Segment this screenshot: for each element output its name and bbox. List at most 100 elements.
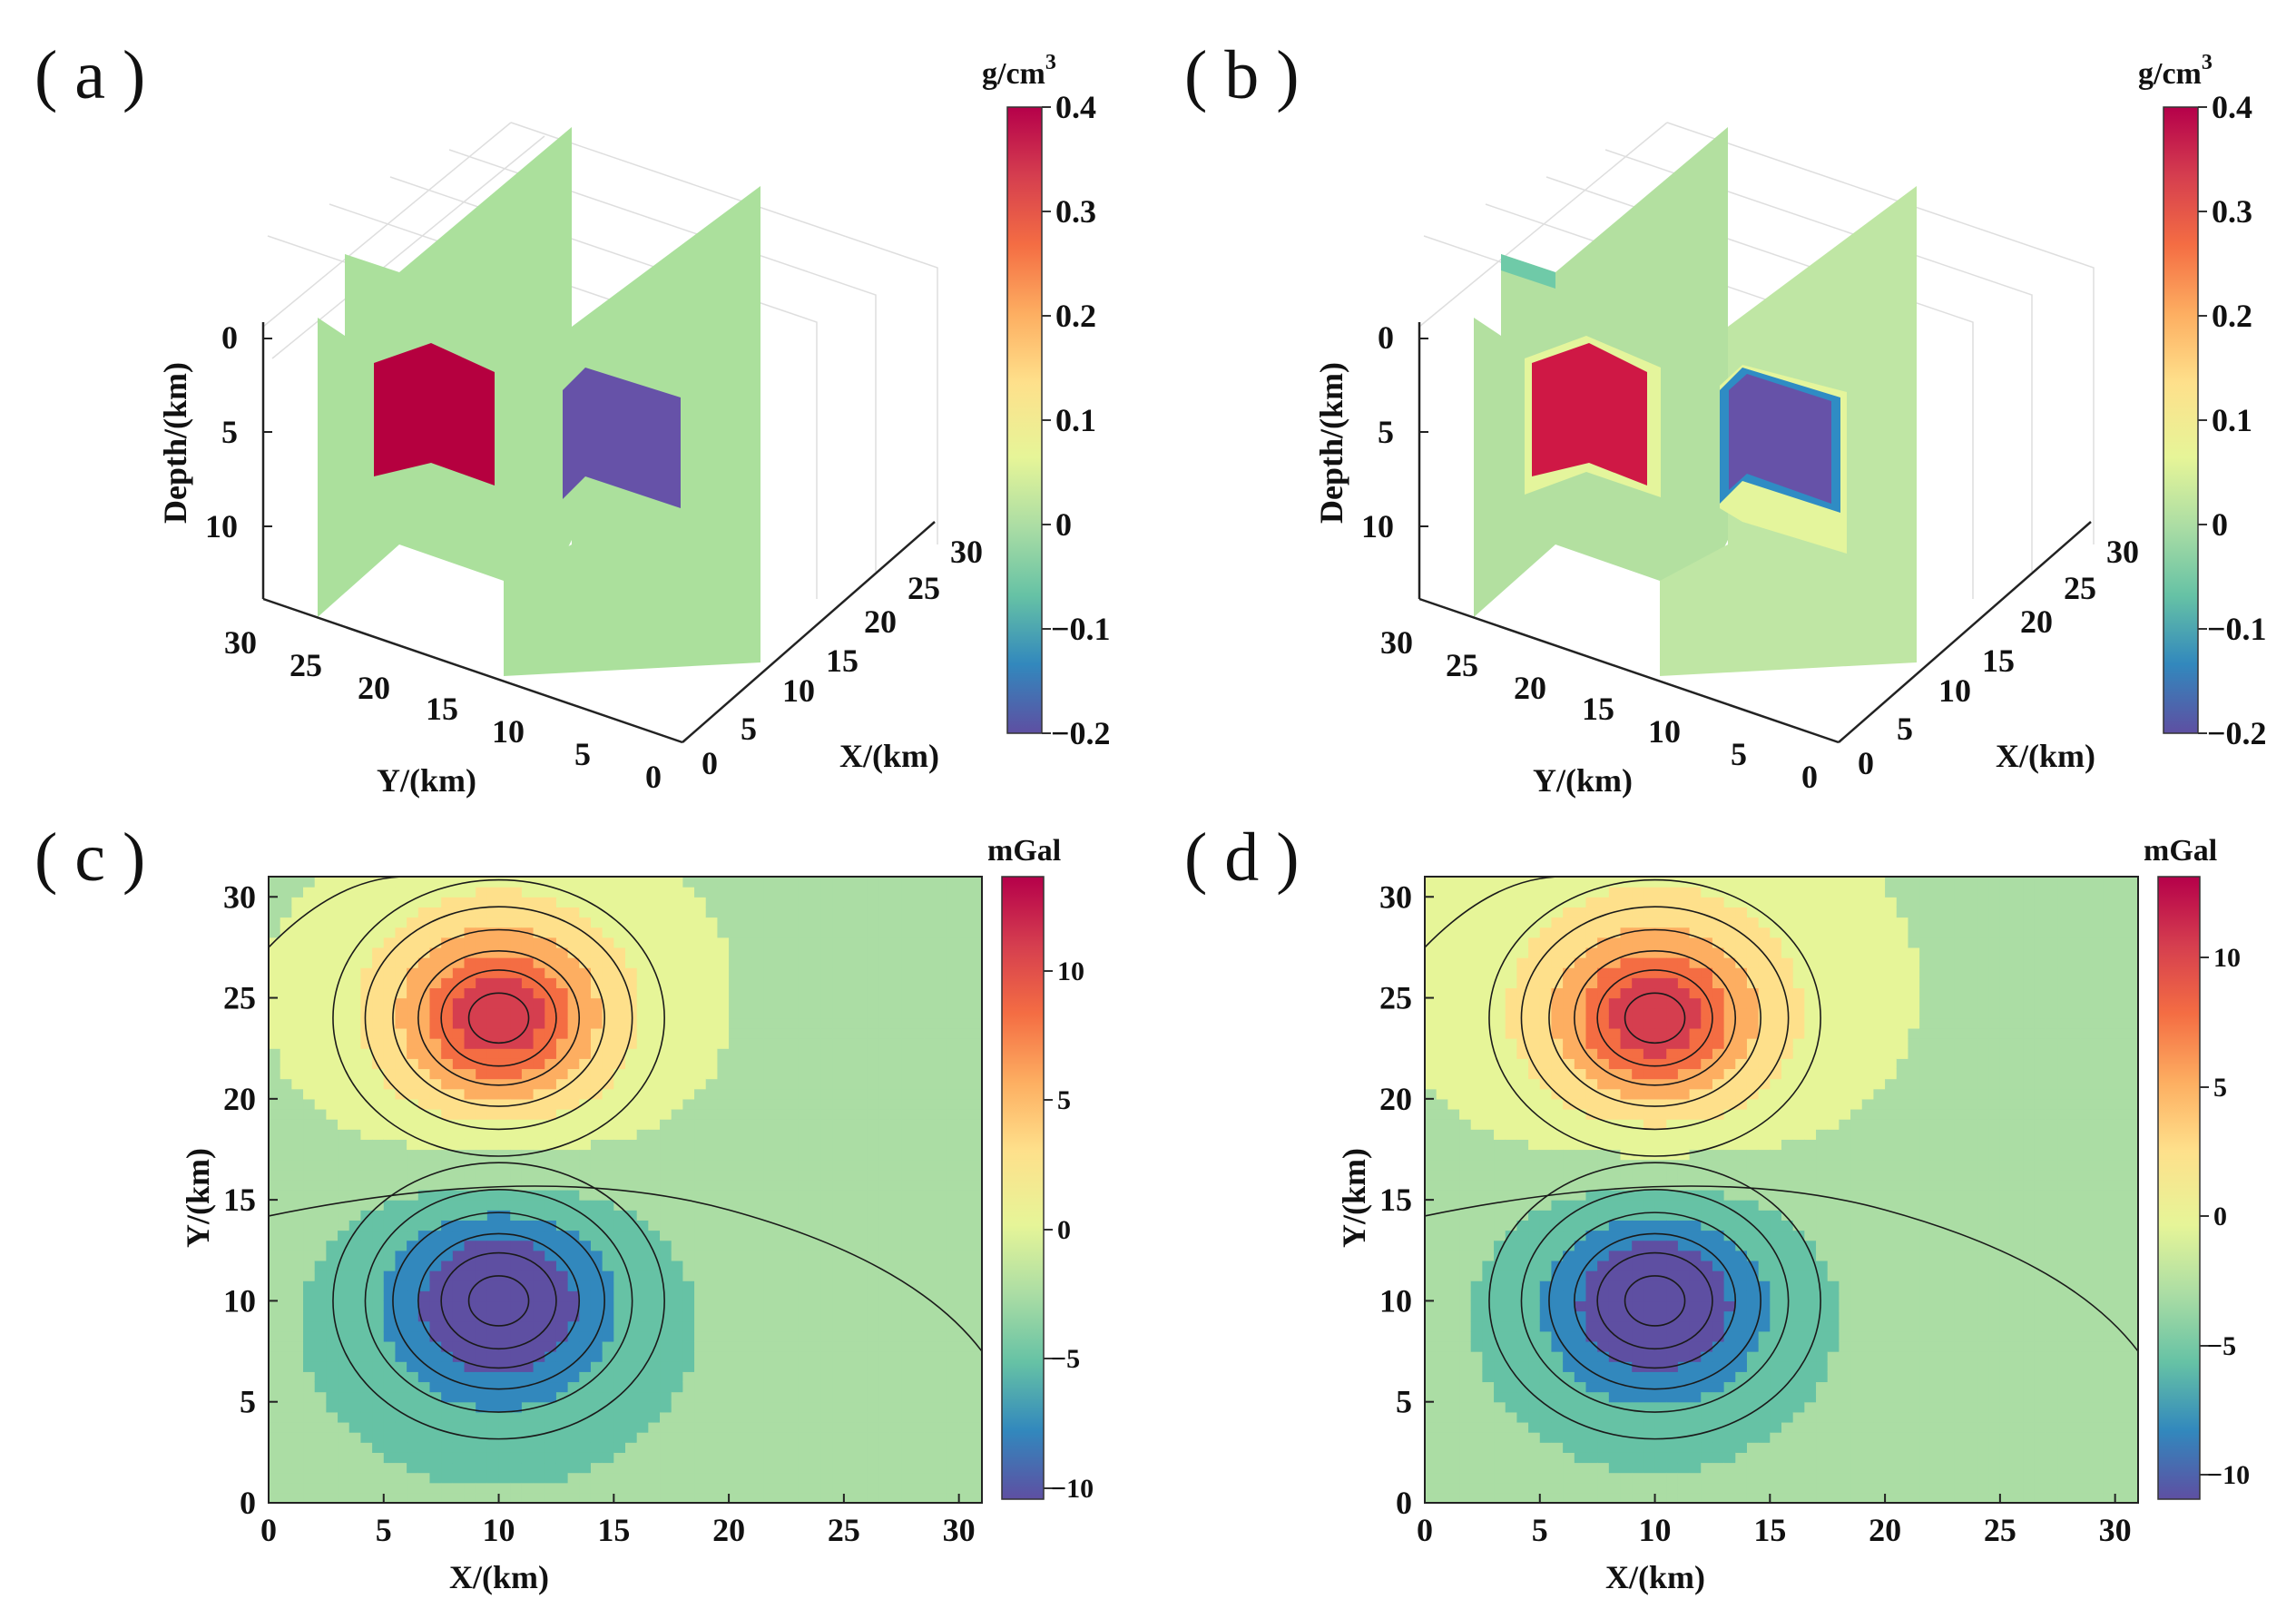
contour-cell	[1551, 1058, 1564, 1070]
contour-cell	[395, 1179, 407, 1191]
contour-cell	[417, 1179, 431, 1191]
contour-cell	[338, 1007, 350, 1019]
contour-cell	[1563, 1280, 1575, 1291]
contour-cell	[280, 907, 292, 918]
contour-cell	[1585, 1260, 1598, 1271]
contour-cell	[269, 1119, 281, 1130]
contour-cell	[602, 1169, 614, 1181]
contour-cell	[521, 1088, 535, 1100]
contour-cell	[1528, 1340, 1541, 1352]
contour-cell	[555, 1290, 569, 1302]
contour-cell	[682, 1027, 695, 1039]
contour-cell	[1516, 1220, 1529, 1231]
contour-cell	[786, 1381, 799, 1393]
contour-cell	[694, 1190, 707, 1201]
contour-cell	[1528, 1058, 1541, 1070]
contour-cell	[660, 1260, 672, 1271]
panel-b-z-tick-2: 10	[1361, 508, 1394, 544]
contour-cell	[1608, 1462, 1622, 1474]
contour-cell	[855, 1320, 868, 1332]
contour-cell	[417, 1452, 431, 1464]
contour-cell	[429, 1250, 442, 1261]
contour-cell	[613, 1169, 626, 1181]
contour-cell	[383, 957, 397, 968]
contour-cell	[648, 1058, 661, 1070]
contour-cell	[360, 1340, 373, 1352]
contour-cell	[280, 1421, 292, 1433]
contour-cell	[429, 887, 442, 898]
contour-cell	[878, 1391, 891, 1403]
contour-cell	[912, 1361, 926, 1372]
contour-cell	[820, 1290, 833, 1302]
contour-cell	[407, 1482, 419, 1494]
contour-cell	[579, 1250, 592, 1261]
contour-cell	[372, 1340, 385, 1352]
contour-cell	[682, 1088, 695, 1100]
contour-cell	[947, 1108, 960, 1120]
contour-cell	[579, 1371, 592, 1383]
contour-cell	[303, 1280, 316, 1291]
contour-cell	[705, 1038, 719, 1049]
contour-cell	[1482, 907, 1495, 918]
contour-cell	[786, 1088, 799, 1100]
contour-cell	[751, 957, 764, 968]
contour-cell	[476, 1270, 488, 1281]
contour-cell	[579, 1220, 592, 1231]
contour-cell	[533, 917, 545, 928]
contour-cell	[452, 887, 466, 898]
contour-cell	[717, 1048, 730, 1059]
contour-cell	[1585, 1058, 1598, 1070]
contour-cell	[763, 1290, 776, 1302]
contour-cell	[602, 927, 614, 938]
contour-cell	[1528, 1017, 1541, 1029]
contour-cell	[740, 1361, 753, 1372]
contour-cell	[820, 1340, 833, 1352]
contour-cell	[579, 1340, 592, 1352]
contour-cell	[1459, 1159, 1472, 1171]
contour-cell	[372, 1320, 385, 1332]
contour-cell	[924, 1401, 937, 1413]
contour-cell	[510, 1472, 523, 1484]
contour-cell	[360, 1391, 373, 1403]
contour-cell	[843, 1462, 857, 1474]
contour-cell	[671, 1401, 683, 1413]
contour-cell	[498, 937, 511, 948]
contour-cell	[407, 1159, 419, 1171]
contour-cell	[636, 1027, 649, 1039]
contour-cell	[486, 1361, 500, 1372]
contour-cell	[958, 1159, 971, 1171]
contour-cell	[1470, 987, 1483, 999]
contour-cell	[486, 1482, 500, 1494]
contour-cell	[1516, 1361, 1529, 1372]
contour-cell	[1585, 927, 1598, 938]
contour-cell	[555, 1391, 569, 1403]
contour-cell	[924, 1260, 937, 1271]
contour-cell	[970, 1371, 983, 1383]
contour-cell	[751, 1492, 764, 1504]
contour-cell	[648, 1149, 661, 1161]
contour-cell	[878, 1381, 891, 1393]
contour-cell	[555, 1280, 569, 1291]
contour-cell	[958, 917, 971, 928]
contour-cell	[717, 1280, 730, 1291]
contour-cell	[648, 1401, 661, 1413]
contour-cell	[671, 937, 683, 948]
contour-cell	[843, 897, 857, 907]
contour-cell	[970, 1058, 983, 1070]
contour-cell	[452, 1068, 466, 1080]
contour-cell	[314, 1038, 327, 1049]
contour-cell	[671, 1250, 683, 1261]
contour-cell	[314, 907, 327, 918]
contour-cell	[648, 1200, 661, 1211]
contour-cell	[510, 1270, 523, 1281]
contour-cell	[671, 897, 683, 907]
contour-cell	[1585, 1190, 1598, 1201]
contour-cell	[1470, 1361, 1483, 1372]
contour-cell	[545, 1401, 557, 1413]
contour-cell	[636, 987, 649, 999]
contour-cell	[924, 897, 937, 907]
contour-cell	[878, 1371, 891, 1383]
contour-cell	[970, 1098, 983, 1110]
contour-cell	[1470, 1340, 1483, 1352]
contour-cell	[303, 877, 316, 888]
